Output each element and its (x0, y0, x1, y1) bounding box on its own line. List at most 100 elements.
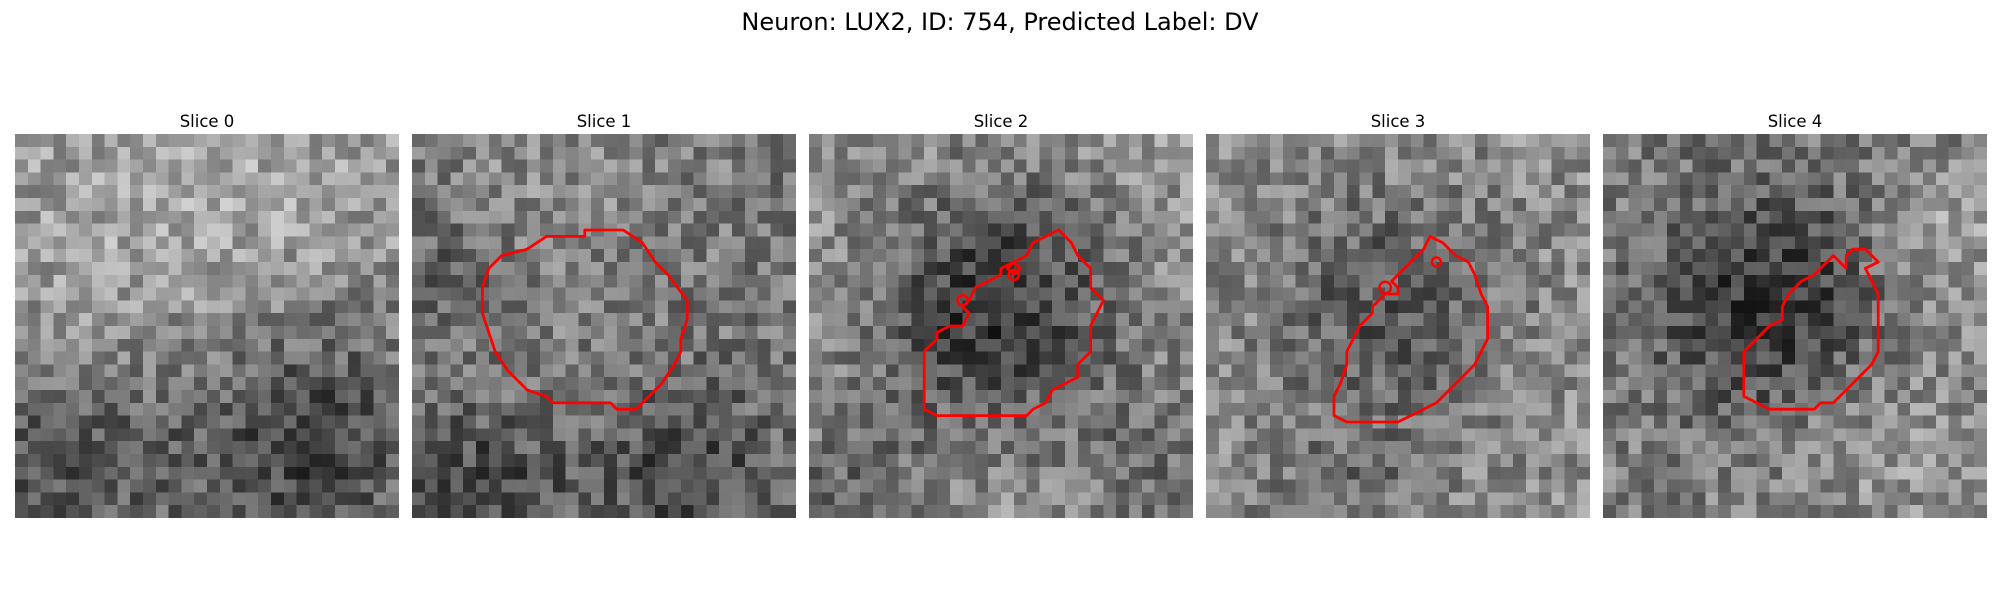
pixel (232, 479, 246, 493)
pixel (412, 146, 426, 160)
pixel (962, 364, 976, 378)
pixel (527, 274, 541, 288)
pixel (1935, 415, 1949, 429)
pixel (15, 249, 29, 263)
pixel (1859, 415, 1873, 429)
pixel (155, 415, 169, 429)
pixel (1436, 428, 1450, 442)
pixel (911, 313, 925, 327)
pixel (219, 249, 233, 263)
pixel (1001, 159, 1015, 173)
pixel (949, 210, 963, 224)
pixel (1423, 364, 1437, 378)
pixel (1218, 146, 1232, 160)
pixel (1231, 479, 1245, 493)
pixel (1218, 479, 1232, 493)
pixel (1756, 198, 1770, 212)
pixel (1052, 134, 1066, 148)
pixel (821, 262, 835, 276)
pixel (335, 300, 349, 314)
pixel (642, 492, 656, 506)
pixel (527, 441, 541, 455)
pixel (219, 492, 233, 506)
pixel (1436, 415, 1450, 429)
pixel (15, 236, 29, 250)
pixel (1039, 466, 1053, 480)
pixel (1449, 313, 1463, 327)
pixel (1474, 505, 1488, 518)
pixel (1871, 198, 1885, 212)
pixel (130, 402, 144, 416)
pixel (1526, 274, 1540, 288)
pixel (1116, 210, 1130, 224)
pixel (501, 172, 515, 186)
pixel (783, 390, 796, 404)
pixel (527, 326, 541, 340)
pixel (1603, 223, 1617, 237)
pixel (1795, 134, 1809, 148)
pixel (1270, 262, 1284, 276)
pixel (680, 402, 694, 416)
pixel (1846, 326, 1860, 340)
pixel (1001, 172, 1015, 186)
pixel (975, 326, 989, 340)
pixel (1923, 249, 1937, 263)
pixel (911, 338, 925, 352)
pixel (1513, 172, 1527, 186)
pixel (412, 377, 426, 391)
pixel (360, 172, 374, 186)
pixel (1679, 172, 1693, 186)
pixel (1423, 134, 1437, 148)
pixel (1282, 262, 1296, 276)
pixel (1013, 466, 1027, 480)
pixel (578, 326, 592, 340)
pixel (1500, 146, 1514, 160)
pixel (91, 338, 105, 352)
pixel (898, 249, 912, 263)
pixel (104, 134, 118, 148)
pixel (578, 300, 592, 314)
pixel (117, 326, 131, 340)
pixel (463, 146, 477, 160)
pixel (783, 338, 796, 352)
pixel (1641, 351, 1655, 365)
pixel (1807, 492, 1821, 506)
pixel (322, 146, 336, 160)
pixel (668, 198, 682, 212)
pixel (1692, 262, 1706, 276)
pixel (1039, 249, 1053, 263)
pixel (655, 236, 669, 250)
pixel (219, 415, 233, 429)
pixel (1577, 210, 1590, 224)
pixel (1910, 300, 1924, 314)
pixel (809, 479, 823, 493)
pixel (873, 274, 887, 288)
pixel (1321, 505, 1335, 518)
pixel (463, 505, 477, 518)
pixel (66, 479, 80, 493)
pixel (565, 159, 579, 173)
pixel (219, 351, 233, 365)
pixel (143, 172, 157, 186)
pixel (143, 351, 157, 365)
pixel (27, 198, 41, 212)
pixel (463, 492, 477, 506)
pixel (1782, 236, 1796, 250)
pixel (181, 223, 195, 237)
pixel (347, 428, 361, 442)
pixel (1795, 249, 1809, 263)
pixel (1551, 236, 1565, 250)
pixel (283, 210, 297, 224)
pixel (1679, 262, 1693, 276)
pixel (1974, 185, 1987, 199)
pixel (706, 198, 720, 212)
pixel (194, 338, 208, 352)
pixel (53, 300, 67, 314)
pixel (719, 428, 733, 442)
pixel (1449, 300, 1463, 314)
pixel (757, 441, 771, 455)
pixel (527, 402, 541, 416)
pixel (1154, 249, 1168, 263)
pixel (937, 185, 951, 199)
pixel (1116, 466, 1130, 480)
